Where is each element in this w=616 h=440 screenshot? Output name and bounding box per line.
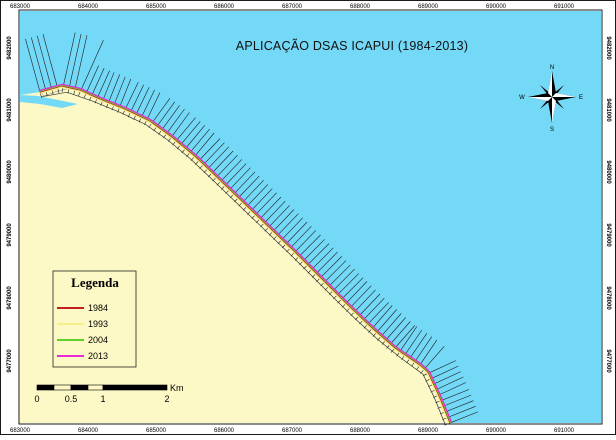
easting-tick-top: 688000 [350,4,371,10]
compass-highlight-north [548,71,552,97]
scale-segment-2 [53,384,72,391]
legend-box [52,270,137,368]
scale-segment-4 [87,384,104,391]
legend-title: Legenda [71,275,119,290]
transect-line [61,32,76,93]
easting-tick-top: 690000 [486,4,507,10]
easting-tick-bottom: 688000 [350,428,371,434]
map-title: APLICAÇÃO DSAS ICAPUI (1984-2013) [236,39,468,53]
easting-tick-top: 689000 [418,4,439,10]
baseline-group [41,91,446,425]
northing-tick-left: 9479000 [7,223,13,247]
easting-tick-bottom: 684000 [78,428,99,434]
legend-label-2004: 2004 [88,335,108,345]
scale-segment-3 [70,384,89,391]
northing-tick-left: 9477000 [7,349,13,373]
easting-tick-bottom: 689000 [418,428,439,434]
easting-ticks-top: 683000 684000 685000 686000 687000 68800… [10,4,575,10]
northing-tick-right: 9478000 [605,286,611,310]
shoreline-1993 [40,86,450,424]
easting-tick-top: 687000 [282,4,303,10]
scale-segment-5 [102,384,168,391]
transect-line [73,35,88,95]
shoreline-2013 [39,83,453,423]
transect-line [25,38,42,98]
legend-items [57,307,84,357]
easting-tick-top: 685000 [146,4,167,10]
legend: Legenda 1984 1993 2004 2013 [52,270,137,368]
scale-unit: Km [170,383,184,393]
scale-segment-1 [36,384,55,391]
northing-ticks-right: 9482000 9481000 9480000 9479000 9478000 … [605,36,611,373]
scale-bar: Km 0 0.5 1 2 [34,383,183,404]
scale-label-2: 2 [164,394,169,404]
northing-tick-right: 9479000 [605,223,611,247]
easting-tick-top: 686000 [214,4,235,10]
compass-highlight-south [552,97,556,123]
shoreline-2004 [39,84,452,423]
northing-tick-left: 9482000 [7,36,13,60]
compass-label-e: E [579,95,583,101]
transect-line [78,40,104,97]
legend-label-1993: 1993 [88,319,108,329]
scale-label-0-5: 0.5 [65,394,78,404]
compass-label-w: W [519,95,525,101]
transect-line [31,37,48,97]
northing-tick-left: 9480000 [7,160,13,184]
transect-line [36,35,54,95]
northing-tick-right: 9482000 [605,36,611,60]
transect-line [67,33,82,94]
shorelines-group [39,83,453,424]
compass-label-s: S [550,127,554,133]
legend-label-1984: 1984 [88,303,108,313]
map-neatline [18,9,603,425]
legend-label-2013: 2013 [88,351,108,361]
scale-label-0: 0 [34,394,39,404]
easting-ticks-bottom: 683000 684000 685000 686000 687000 68800… [10,428,575,434]
easting-tick-bottom: 685000 [146,428,167,434]
compass-highlight-east [552,93,576,97]
shoreline-1984 [39,84,451,424]
northing-tick-right: 9477000 [605,349,611,373]
compass-label-n: N [550,65,554,71]
compass-rose: N S E W [519,65,583,133]
northing-tick-left: 9478000 [7,286,13,310]
northing-tick-left: 9481000 [7,98,13,122]
easting-tick-bottom: 683000 [10,428,31,434]
easting-tick-bottom: 686000 [214,428,235,434]
transect-line [42,34,60,94]
lagoon-inlet [20,95,78,108]
compass-highlight-west [528,97,552,101]
easting-tick-bottom: 687000 [282,428,303,434]
easting-tick-bottom: 691000 [554,428,575,434]
easting-tick-bottom: 690000 [486,428,507,434]
northing-ticks-left: 9482000 9481000 9480000 9479000 9478000 … [7,36,13,373]
easting-tick-top: 683000 [10,4,31,10]
scale-label-1: 1 [100,394,105,404]
baseline-line [41,91,446,425]
northing-tick-right: 9481000 [605,98,611,122]
northing-tick-right: 9480000 [605,160,611,184]
easting-tick-top: 691000 [554,4,575,10]
easting-tick-top: 684000 [78,4,99,10]
